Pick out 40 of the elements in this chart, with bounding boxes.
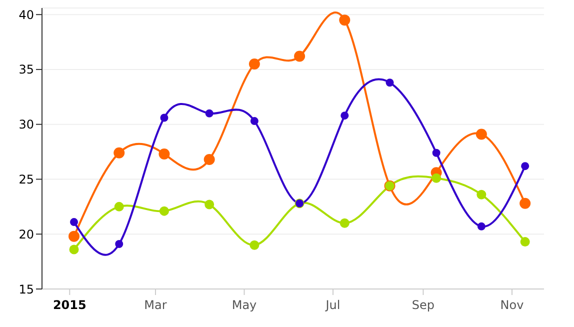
point — [205, 109, 214, 118]
point — [115, 240, 124, 248]
point — [432, 148, 440, 157]
x-tick-label: Sep — [412, 298, 435, 312]
y-tick-label: 25 — [18, 172, 34, 186]
point — [386, 78, 394, 87]
point — [70, 218, 78, 226]
point — [521, 162, 530, 170]
y-tick-label: 40 — [18, 8, 34, 22]
point — [476, 190, 486, 200]
point — [520, 198, 531, 209]
point — [159, 206, 169, 216]
point — [340, 112, 349, 120]
point — [160, 114, 168, 122]
point — [250, 117, 258, 126]
y-tick-label: 15 — [18, 282, 34, 296]
point — [294, 50, 306, 62]
x-tick-label: Jul — [324, 298, 340, 312]
x-tick-label: Mar — [144, 298, 167, 312]
point — [68, 230, 80, 242]
y-tick-label: 30 — [18, 118, 34, 132]
point — [477, 222, 486, 230]
x-tick-label: 2015 — [52, 298, 86, 312]
point — [250, 240, 260, 250]
point — [69, 244, 79, 254]
point — [520, 237, 530, 247]
y-tick-label: 35 — [18, 62, 34, 77]
x-tick-label: May — [232, 298, 257, 312]
point — [432, 173, 442, 183]
point — [204, 154, 215, 165]
point — [204, 200, 214, 210]
point — [158, 148, 170, 160]
y-tick-label: 20 — [18, 227, 34, 242]
point — [476, 128, 487, 140]
point — [340, 218, 350, 228]
x-tick-label: Nov — [500, 298, 524, 312]
point — [339, 14, 350, 26]
point — [248, 58, 260, 70]
point — [114, 202, 124, 212]
point — [114, 147, 125, 158]
